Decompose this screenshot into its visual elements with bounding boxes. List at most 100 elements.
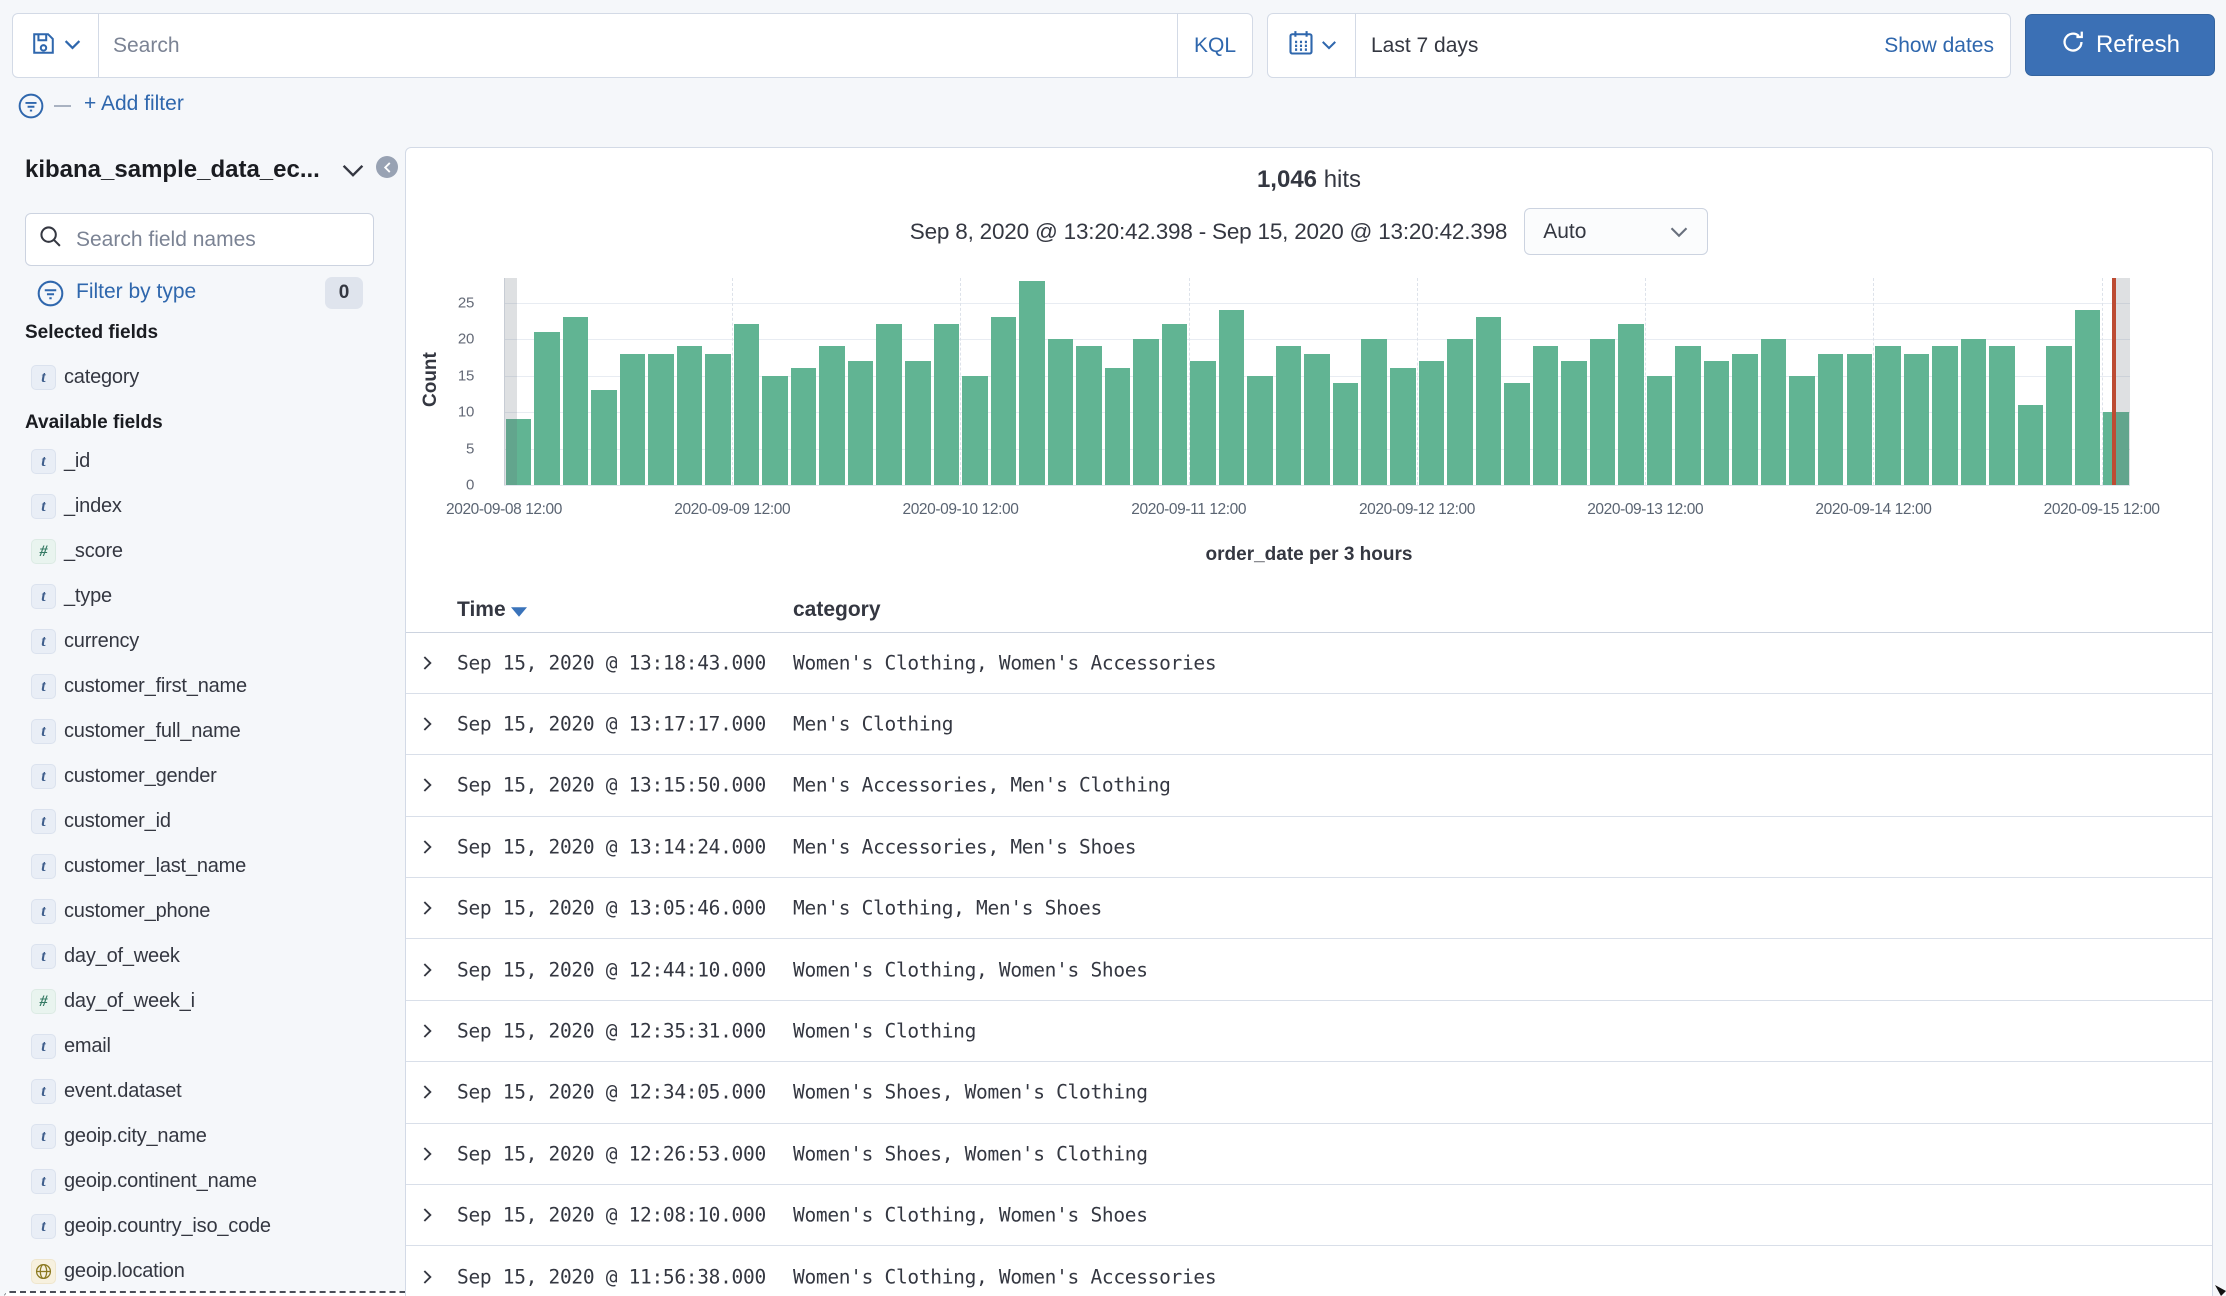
histogram-bar[interactable] bbox=[1989, 346, 2015, 485]
field-list-item-customer_last_name[interactable]: t customer_last_name bbox=[31, 844, 246, 889]
histogram-bar[interactable] bbox=[1247, 375, 1273, 485]
histogram-bar[interactable] bbox=[505, 419, 532, 485]
expand-row-icon[interactable] bbox=[419, 962, 435, 978]
histogram-bar[interactable] bbox=[562, 317, 589, 485]
field-list-item-_index[interactable]: t _index bbox=[31, 484, 122, 529]
histogram-bar[interactable] bbox=[1646, 375, 1673, 485]
histogram-bar[interactable] bbox=[619, 353, 646, 485]
field-list-item-category[interactable]: t category bbox=[31, 355, 139, 400]
histogram-bar[interactable] bbox=[2017, 404, 2044, 485]
histogram-bar[interactable] bbox=[1161, 324, 1188, 485]
histogram-bar[interactable] bbox=[819, 346, 845, 485]
histogram-bar[interactable] bbox=[790, 368, 817, 485]
filter-by-type-button[interactable]: Filter by type bbox=[76, 280, 197, 303]
field-list-item-customer_full_name[interactable]: t customer_full_name bbox=[31, 709, 241, 754]
histogram-bar[interactable] bbox=[1190, 360, 1216, 485]
histogram-bar[interactable] bbox=[1846, 353, 1873, 485]
filter-menu-icon[interactable] bbox=[18, 93, 44, 119]
saved-query-menu-button[interactable] bbox=[13, 14, 99, 77]
expand-row-icon[interactable] bbox=[419, 1269, 435, 1285]
histogram-bar[interactable] bbox=[1732, 353, 1758, 485]
histogram-bar[interactable] bbox=[534, 331, 560, 485]
histogram-bar[interactable] bbox=[1903, 353, 1930, 485]
histogram-bar[interactable] bbox=[648, 353, 674, 485]
histogram-bar[interactable] bbox=[962, 375, 988, 485]
show-dates-button[interactable]: Show dates bbox=[1884, 33, 1994, 57]
histogram-bar[interactable] bbox=[847, 360, 874, 485]
sort-descending-icon[interactable] bbox=[511, 604, 527, 622]
field-list-item-customer_gender[interactable]: t customer_gender bbox=[31, 754, 217, 799]
histogram-bar[interactable] bbox=[1332, 382, 1359, 485]
histogram-bar[interactable] bbox=[1618, 324, 1644, 485]
histogram-bar[interactable] bbox=[1561, 360, 1587, 485]
histogram-bar[interactable] bbox=[905, 360, 931, 485]
expand-row-icon[interactable] bbox=[419, 900, 435, 916]
histogram-bar[interactable] bbox=[1218, 309, 1245, 485]
histogram-bar[interactable] bbox=[1760, 339, 1787, 485]
kql-button[interactable]: KQL bbox=[1177, 14, 1252, 77]
histogram-bar[interactable] bbox=[2074, 309, 2101, 485]
field-list-item-_id[interactable]: t _id bbox=[31, 439, 90, 484]
expand-row-icon[interactable] bbox=[419, 777, 435, 793]
histogram-bar[interactable] bbox=[1475, 317, 1502, 485]
histogram-bar[interactable] bbox=[1932, 346, 1958, 485]
search-input[interactable]: Search bbox=[99, 14, 1177, 77]
histogram-bar[interactable] bbox=[1390, 368, 1416, 485]
histogram-bar[interactable] bbox=[1133, 339, 1159, 485]
histogram-bar[interactable] bbox=[1275, 346, 1302, 485]
refresh-button[interactable]: Refresh bbox=[2025, 14, 2215, 76]
histogram-bar[interactable] bbox=[1875, 346, 1901, 485]
field-list-item-day_of_week[interactable]: t day_of_week bbox=[31, 934, 180, 979]
histogram-bar[interactable] bbox=[1304, 353, 1330, 485]
histogram-bar[interactable] bbox=[1960, 339, 1987, 485]
histogram-bar[interactable] bbox=[1789, 375, 1815, 485]
histogram-bar[interactable] bbox=[933, 324, 960, 485]
field-list-item-customer_first_name[interactable]: t customer_first_name bbox=[31, 664, 247, 709]
histogram-bar[interactable] bbox=[1675, 346, 1701, 485]
histogram-bar[interactable] bbox=[1104, 368, 1131, 485]
chevron-down-icon[interactable] bbox=[341, 163, 365, 183]
histogram-bar[interactable] bbox=[1589, 339, 1616, 485]
histogram-bar[interactable] bbox=[676, 346, 703, 485]
histogram-bar[interactable] bbox=[1817, 353, 1844, 485]
time-range-value[interactable]: Last 7 days bbox=[1371, 33, 1479, 57]
field-search-input[interactable]: Search field names bbox=[25, 213, 374, 266]
field-list-item-day_of_week_i[interactable]: # day_of_week_i bbox=[31, 979, 195, 1024]
expand-row-icon[interactable] bbox=[419, 716, 435, 732]
histogram-bar[interactable] bbox=[1532, 346, 1559, 485]
histogram-bar[interactable] bbox=[2046, 346, 2072, 485]
histogram-bar[interactable] bbox=[876, 324, 902, 485]
index-pattern-title[interactable]: kibana_sample_data_ec... bbox=[25, 156, 320, 183]
expand-row-icon[interactable] bbox=[419, 1146, 435, 1162]
field-list-item-customer_phone[interactable]: t customer_phone bbox=[31, 889, 210, 934]
quick-select-menu-button[interactable] bbox=[1268, 14, 1356, 77]
field-list-item-geoip.location[interactable]: geoip.location bbox=[31, 1249, 185, 1294]
expand-row-icon[interactable] bbox=[419, 655, 435, 671]
histogram-bar[interactable] bbox=[990, 317, 1017, 485]
field-list-item-geoip.city_name[interactable]: t geoip.city_name bbox=[31, 1114, 207, 1159]
field-list-item-_type[interactable]: t _type bbox=[31, 574, 112, 619]
histogram-bar[interactable] bbox=[1418, 360, 1445, 485]
histogram-bar[interactable] bbox=[1361, 339, 1387, 485]
field-list-item-customer_id[interactable]: t customer_id bbox=[31, 799, 171, 844]
histogram-bar[interactable] bbox=[1076, 346, 1102, 485]
histogram-bar[interactable] bbox=[591, 390, 617, 485]
field-list-item-event.dataset[interactable]: t event.dataset bbox=[31, 1069, 182, 1114]
field-list-item-geoip.continent_name[interactable]: t geoip.continent_name bbox=[31, 1159, 257, 1204]
add-filter-button[interactable]: + Add filter bbox=[84, 92, 184, 115]
field-list-item-currency[interactable]: t currency bbox=[31, 619, 139, 664]
interval-select[interactable]: Auto bbox=[1524, 208, 1709, 255]
field-list-item-geoip.country_iso_code[interactable]: t geoip.country_iso_code bbox=[31, 1204, 271, 1249]
histogram-bar[interactable] bbox=[762, 375, 788, 485]
collapse-sidebar-button[interactable] bbox=[376, 156, 398, 178]
field-list-item-email[interactable]: t email bbox=[31, 1024, 111, 1069]
histogram-bar[interactable] bbox=[1504, 382, 1530, 485]
histogram-bar[interactable] bbox=[1019, 280, 1045, 485]
histogram-bar[interactable] bbox=[1047, 339, 1074, 485]
field-list-item-_score[interactable]: # _score bbox=[31, 529, 123, 574]
histogram-bar[interactable] bbox=[705, 353, 731, 485]
expand-row-icon[interactable] bbox=[419, 1207, 435, 1223]
histogram-bar[interactable] bbox=[1447, 339, 1473, 485]
histogram-bar[interactable] bbox=[1703, 360, 1730, 485]
expand-row-icon[interactable] bbox=[419, 839, 435, 855]
